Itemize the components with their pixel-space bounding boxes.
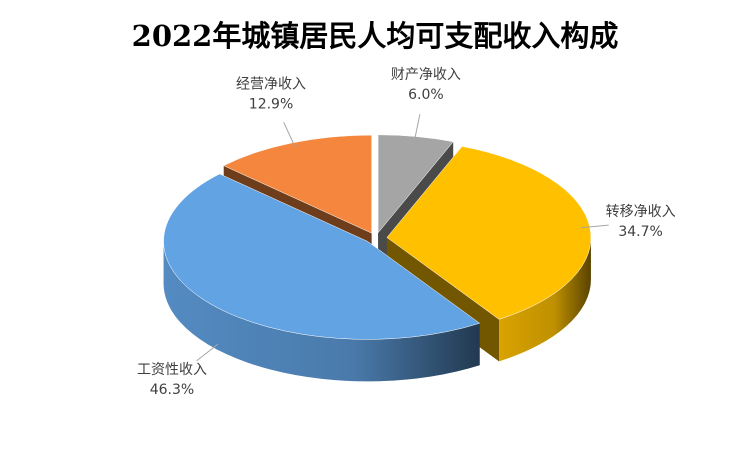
pie-slice (223, 134, 372, 234)
pie-slice (163, 173, 481, 340)
slice-value-label: 46.3% (150, 382, 194, 398)
slice-value-label: 34.7% (618, 224, 662, 240)
leader-line (414, 114, 421, 140)
slice-value-label: 12.9% (249, 97, 293, 113)
leader-line (580, 224, 609, 229)
slice-label: 工资性收入 (137, 362, 207, 378)
leader-line (283, 122, 296, 147)
slice-wall (499, 237, 591, 362)
chart-title: 2022年城镇居民人均可支配收入构成 (132, 19, 619, 53)
pie-slice (386, 146, 592, 320)
slice-label: 财产净收入 (391, 67, 461, 83)
slice-label: 转移净收入 (606, 204, 676, 220)
leader-line (196, 343, 219, 362)
slice-label: 经营净收入 (236, 77, 306, 93)
slice-value-label: 6.0% (408, 87, 444, 103)
slice-wall (163, 241, 480, 382)
pie-slice (377, 134, 454, 234)
